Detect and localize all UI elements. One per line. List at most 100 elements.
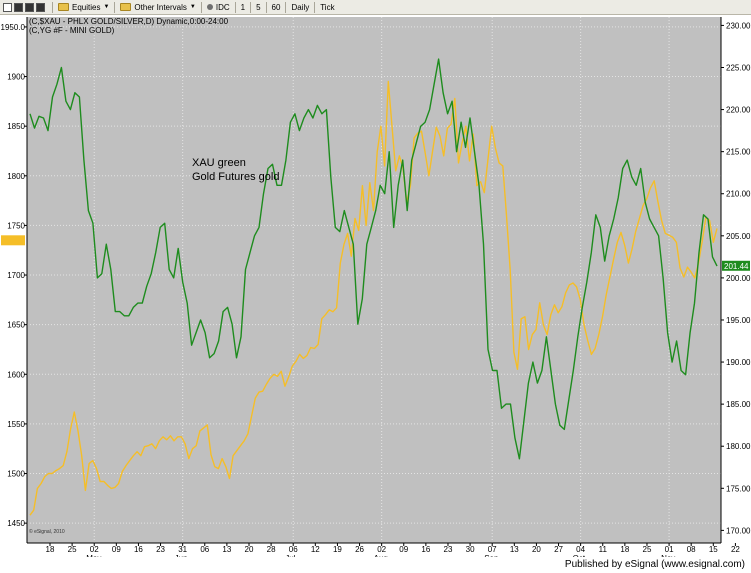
x-tick-label: 06 xyxy=(289,545,298,554)
annotation-gold: Gold Futures gold xyxy=(192,171,279,183)
right-tick-label: 190.00 xyxy=(726,358,751,367)
x-axis: 18 25 02 09 16 23 31 06 13 20 28 06 12 19 26 02 09 16 23 30… xyxy=(27,542,740,557)
right-tick-label: 195.00 xyxy=(726,316,751,325)
toolbar-item-idc[interactable]: IDC xyxy=(204,1,233,14)
toolbar-separator xyxy=(265,1,267,13)
x-tick-label: 31 xyxy=(178,545,187,554)
right-tick-label: 215.00 xyxy=(726,148,751,157)
pin-icon xyxy=(206,4,213,10)
folder-icon xyxy=(120,3,132,11)
toolbar: Equities ▼ Other Intervals ▼ IDC 1 5 60 Daily Tic… xyxy=(0,0,751,15)
x-tick-label: 09 xyxy=(112,545,121,554)
x-tick-label: 20 xyxy=(245,545,254,554)
right-tick-label: 170.00 xyxy=(726,526,751,535)
toolbar-separator xyxy=(52,1,53,13)
crosshair-icon xyxy=(36,2,45,12)
x-tick-label: 02 xyxy=(90,545,99,554)
left-tick-label: 1650 xyxy=(7,321,25,330)
toolbar-item-5[interactable]: 5 xyxy=(253,1,263,14)
footer-text: Published by eSignal (www.esignal.com) xyxy=(564,559,745,570)
toolbar-item-tick[interactable]: Tick xyxy=(317,1,337,14)
x-month-label: Jul xyxy=(285,554,295,557)
chevron-down-icon: ▼ xyxy=(103,4,110,10)
x-tick-label: 15 xyxy=(709,545,718,554)
x-tick-label: 04 xyxy=(576,545,585,554)
toolbar-separator xyxy=(200,1,202,13)
x-tick-label: 13 xyxy=(510,545,519,554)
x-tick-label: 09 xyxy=(399,545,408,554)
left-axis: 1450 1500 1550 1600 1650 1700 1750 1800 1850 1900… xyxy=(1,17,28,543)
left-tick-label: 1700 xyxy=(7,271,25,280)
toolbar-item-equities[interactable]: Equities ▼ xyxy=(55,1,112,14)
chevron-down-icon: ▼ xyxy=(189,4,196,10)
toolbar-item-label: Other Intervals xyxy=(134,2,187,12)
toolbar-item-other-intervals[interactable]: Other Intervals ▼ xyxy=(117,1,198,14)
plot-area xyxy=(27,17,721,543)
x-tick-label: 08 xyxy=(687,545,696,554)
x-tick-label: 12 xyxy=(311,545,320,554)
x-month-label: Nov xyxy=(661,554,675,557)
x-tick-label: 16 xyxy=(134,545,143,554)
folder-icon xyxy=(58,3,69,11)
right-tick-label: 210.00 xyxy=(726,190,751,199)
x-tick-label: 11 xyxy=(599,545,608,554)
x-month-label: Oct xyxy=(573,554,586,557)
toolbar-item-label: 5 xyxy=(256,2,261,12)
toolbar-item-1[interactable]: 1 xyxy=(238,1,248,14)
left-tick-label: 1850 xyxy=(7,122,25,131)
x-tick-label: 18 xyxy=(620,545,629,554)
right-tick-label: 180.00 xyxy=(726,442,751,451)
x-tick-label: 20 xyxy=(532,545,541,554)
toolbar-item-label: IDC xyxy=(215,2,230,12)
footer: Published by eSignal (www.esignal.com) xyxy=(0,557,751,573)
toolbar-separator xyxy=(234,1,236,13)
left-tick-label: 1600 xyxy=(7,370,25,379)
toolbar-item-60[interactable]: 60 xyxy=(269,1,284,14)
right-axis: 170.00 175.00 180.00 185.00 190.00 195.00 200.… xyxy=(720,17,751,543)
grid xyxy=(27,17,721,543)
left-tick-label: 1550 xyxy=(7,420,25,429)
left-tick-label: 1900 xyxy=(7,73,25,82)
x-tick-label: 06 xyxy=(200,545,209,554)
x-tick-label: 13 xyxy=(222,545,231,554)
x-tick-label: 23 xyxy=(444,545,453,554)
x-tick-label: 16 xyxy=(421,545,430,554)
value-badges: 201.44 xyxy=(1,235,750,271)
x-month-label: Jun xyxy=(175,554,188,557)
toolbar-item-label: 1 xyxy=(240,2,246,12)
watermark: © eSignal, 2010 xyxy=(29,528,65,535)
left-tick-label: 1750 xyxy=(7,221,25,230)
series-layer xyxy=(29,58,718,516)
annotation-xau: XAU green xyxy=(192,157,246,169)
right-tick-label: 220.00 xyxy=(726,106,751,115)
left-tick-label: 1800 xyxy=(7,172,25,181)
toolbar-item-label: Daily xyxy=(291,2,310,12)
toolbar-separator xyxy=(314,1,316,13)
x-tick-label: 07 xyxy=(488,545,497,554)
x-tick-label: 02 xyxy=(377,545,386,554)
toolbar-separator xyxy=(285,1,287,13)
left-tick-label: 1500 xyxy=(7,470,25,479)
x-tick-label: 18 xyxy=(46,545,55,554)
toolbar-item-daily[interactable]: Daily xyxy=(288,1,312,14)
right-tick-label: 200.00 xyxy=(726,274,751,283)
x-tick-label: 25 xyxy=(643,545,652,554)
x-tick-label: 19 xyxy=(333,545,342,554)
x-tick-label: 28 xyxy=(267,545,276,554)
x-tick-label: 30 xyxy=(466,545,475,554)
legend-line-2: (C,YG #F - MINI GOLD) xyxy=(29,26,115,35)
left-tick-label: 1950.0 xyxy=(1,23,26,32)
toolbar-tools xyxy=(0,1,50,14)
x-tick-label: 27 xyxy=(554,545,563,554)
open-icon xyxy=(14,2,23,12)
right-tick-label: 230.00 xyxy=(726,21,751,30)
xau-last-value: 201.44 xyxy=(724,262,749,271)
x-tick-label: 22 xyxy=(731,545,740,554)
x-month-label: Aug xyxy=(374,554,388,557)
legend-line-1: (C,$XAU - PHLX GOLD/SILVER,D) Dynamic,0:… xyxy=(29,17,229,26)
xau-last-badge xyxy=(722,260,750,271)
x-tick-label: 26 xyxy=(355,545,364,554)
left-tick-label: 1450 xyxy=(7,519,25,528)
series-line-xau xyxy=(29,58,718,460)
toolbar-item-label: Equities xyxy=(72,2,101,12)
